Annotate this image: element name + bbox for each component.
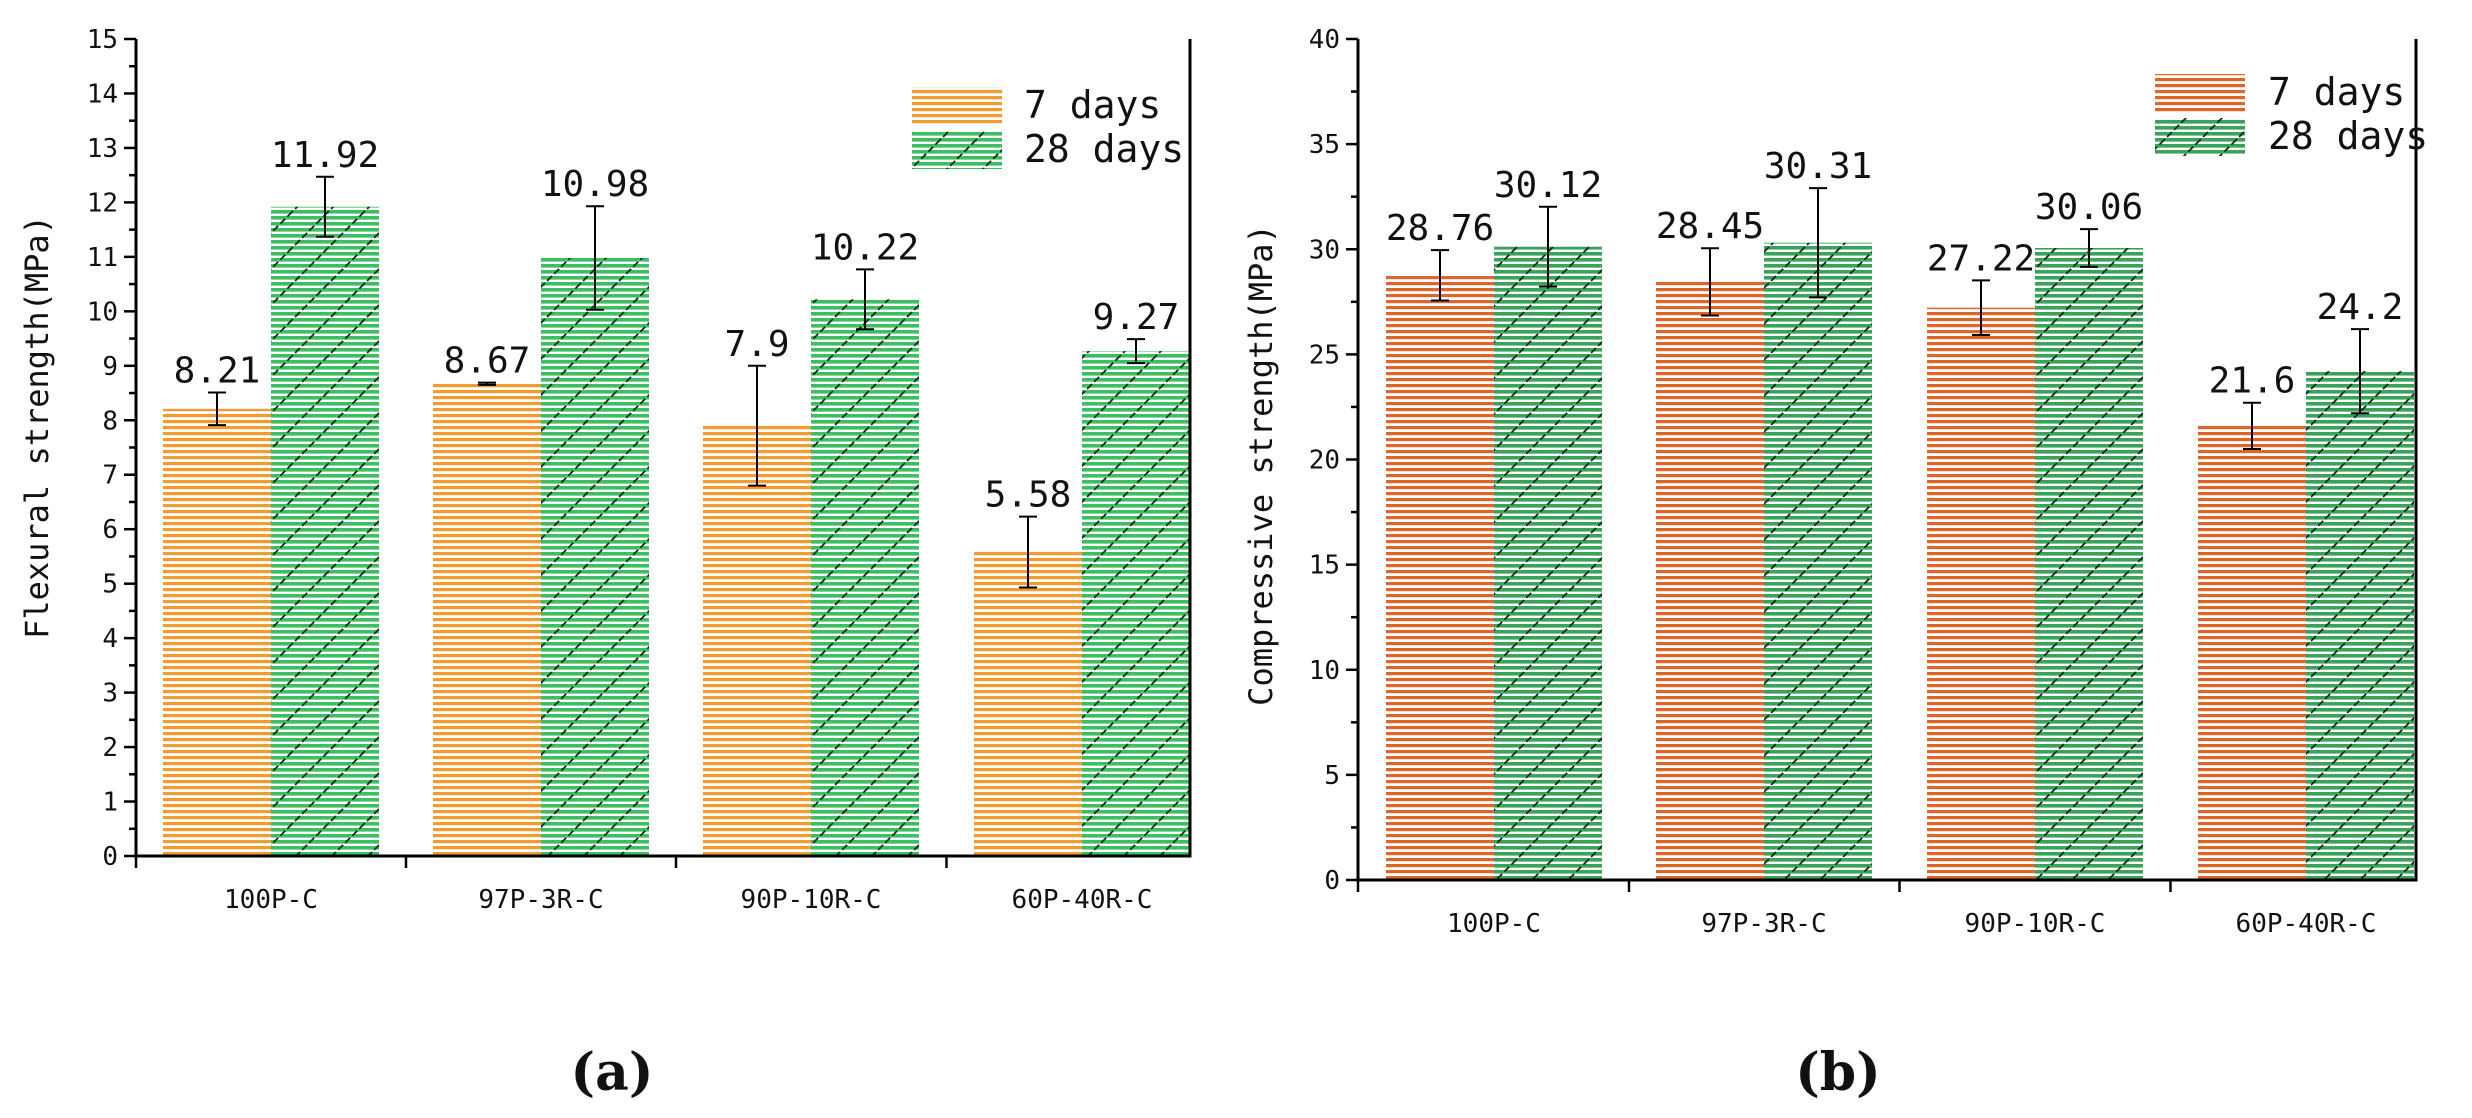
y-tick-label: 1 — [102, 788, 118, 818]
error-bar-28-days-97P-3R-C — [1809, 187, 1827, 299]
y-tick-label: 13 — [87, 134, 118, 164]
y-tick-label: 6 — [102, 515, 118, 545]
data-label-7-days-100P-C: 8.21 — [174, 350, 261, 391]
x-category-label: 97P-3R-C — [1701, 909, 1826, 939]
x-category-label: 97P-3R-C — [478, 885, 603, 915]
y-tick-label: 8 — [102, 406, 118, 436]
panel-b-compressive-strength-chart: 28.76 28.45 27.22 21.6 30.12 30.31 30.06 24.2 0 5… — [1242, 25, 2428, 1103]
y-tick-label: 5 — [102, 570, 118, 600]
legend-swatch-7-days — [2155, 74, 2245, 112]
y-tick-label: 10 — [87, 297, 118, 327]
error-bar-28-days-60P-40R-C — [2351, 328, 2369, 415]
error-bar-7-days-100P-C — [1431, 249, 1449, 302]
data-label-7-days-97P-3R-C: 28.45 — [1656, 206, 1764, 247]
data-label-28-days-90P-10R-C: 30.06 — [2035, 187, 2143, 228]
data-label-28-days-60P-40R-C: 9.27 — [1093, 297, 1180, 338]
data-label-28-days-60P-40R-C: 24.2 — [2317, 287, 2404, 328]
bar-28-days-100P-C — [1494, 246, 1602, 881]
x-category-label: 90P-10R-C — [1965, 909, 2106, 939]
bar-28-days-100P-C — [271, 206, 379, 857]
y-tick-label: 9 — [102, 352, 118, 382]
y-tick-label: 11 — [87, 243, 118, 273]
panel-b-y-axis-title: Compressive strength(MPa) — [1242, 224, 1280, 706]
data-label-7-days-60P-40R-C: 5.58 — [985, 475, 1072, 516]
bar-7-days-60P-40R-C — [974, 552, 1082, 856]
error-bar-28-days-60P-40R-C — [1127, 338, 1145, 365]
error-bar-28-days-90P-10R-C — [856, 268, 874, 331]
legend-swatch-28-days — [2155, 118, 2245, 156]
panel-a-y-axis-title: Flexural strength(MPa) — [18, 215, 56, 639]
data-label-7-days-60P-40R-C: 21.6 — [2209, 361, 2296, 402]
error-bar-28-days-97P-3R-C — [586, 205, 604, 311]
data-label-28-days-97P-3R-C: 10.98 — [541, 164, 649, 205]
y-tick-label: 25 — [1309, 340, 1340, 370]
bar-28-days-60P-40R-C — [1082, 351, 1190, 856]
panel-b-plot-area: 28.76 28.45 27.22 21.6 30.12 30.31 30.06 24.2 0 5… — [1309, 25, 2428, 939]
y-tick-label: 30 — [1309, 235, 1340, 265]
y-tick-label: 7 — [102, 461, 118, 491]
error-bar-7-days-90P-10R-C — [1972, 279, 1990, 337]
bar-7-days-90P-10R-C — [1927, 307, 2035, 881]
y-tick-label: 10 — [1309, 656, 1340, 686]
y-tick-label: 14 — [87, 79, 118, 109]
data-label-7-days-90P-10R-C: 7.9 — [724, 324, 789, 365]
data-label-7-days-100P-C: 28.76 — [1386, 208, 1494, 249]
data-label-28-days-100P-C: 11.92 — [271, 135, 379, 176]
bar-7-days-60P-40R-C — [2198, 425, 2306, 880]
data-label-7-days-97P-3R-C: 8.67 — [444, 341, 531, 382]
error-bar-7-days-60P-40R-C — [2243, 401, 2261, 450]
x-category-label: 90P-10R-C — [741, 885, 882, 915]
legend-label-28-days: 28 days — [2268, 114, 2428, 158]
panel-a-plot-area: 8.21 8.67 7.95.5811.9210.9810.229.27012345… — [87, 25, 1192, 915]
error-bar-28-days-100P-C — [316, 175, 334, 238]
data-label-28-days-97P-3R-C: 30.31 — [1764, 146, 1872, 187]
bar-7-days-97P-3R-C — [1656, 281, 1764, 880]
error-bar-7-days-97P-3R-C — [478, 381, 496, 386]
data-label-28-days-90P-10R-C: 10.22 — [811, 227, 919, 268]
y-tick-label: 40 — [1309, 25, 1340, 55]
legend-swatch-7-days — [912, 87, 1002, 125]
legend-swatch-28-days — [912, 131, 1002, 169]
data-label-28-days-100P-C: 30.12 — [1494, 165, 1602, 206]
error-bar-28-days-100P-C — [1539, 205, 1557, 288]
y-tick-label: 2 — [102, 733, 118, 763]
bar-7-days-97P-3R-C — [433, 383, 541, 856]
bar-7-days-100P-C — [1386, 275, 1494, 880]
bar-28-days-97P-3R-C — [541, 257, 649, 856]
y-tick-label: 12 — [87, 188, 118, 218]
x-category-label: 60P-40R-C — [1012, 885, 1153, 915]
y-tick-label: 20 — [1309, 446, 1340, 476]
x-category-label: 60P-40R-C — [2236, 909, 2377, 939]
y-tick-label: 15 — [1309, 551, 1340, 581]
y-tick-label: 15 — [87, 25, 118, 55]
panel-a-flexural-strength-chart: 8.21 8.67 7.95.5811.9210.9810.229.27012345… — [18, 25, 1192, 1103]
x-category-label: 100P-C — [1447, 909, 1541, 939]
x-category-label: 100P-C — [224, 885, 318, 915]
legend-label-7-days: 7 days — [1024, 83, 1161, 127]
error-bar-7-days-100P-C — [208, 391, 226, 427]
bar-28-days-90P-10R-C — [2035, 247, 2143, 880]
bar-28-days-60P-40R-C — [2306, 371, 2414, 880]
y-tick-label: 5 — [1324, 761, 1340, 791]
panel-b-label: (b) — [1795, 1042, 1881, 1103]
bar-28-days-90P-10R-C — [811, 299, 919, 856]
error-bar-7-days-60P-40R-C — [1019, 515, 1037, 589]
bar-28-days-97P-3R-C — [1764, 242, 1872, 881]
error-bar-7-days-97P-3R-C — [1701, 247, 1719, 317]
y-tick-label: 3 — [102, 679, 118, 709]
y-tick-label: 0 — [1324, 866, 1340, 896]
panel-a-label: (a) — [571, 1042, 654, 1103]
legend-label-7-days: 7 days — [2268, 70, 2405, 114]
bar-7-days-100P-C — [163, 408, 271, 856]
error-bar-28-days-90P-10R-C — [2080, 228, 2098, 268]
y-tick-label: 35 — [1309, 130, 1340, 160]
y-tick-label: 4 — [102, 624, 118, 654]
data-label-7-days-90P-10R-C: 27.22 — [1927, 238, 2035, 279]
error-bar-7-days-90P-10R-C — [748, 364, 766, 487]
legend-label-28-days: 28 days — [1024, 127, 1184, 171]
bar-7-days-90P-10R-C — [703, 425, 811, 856]
y-tick-label: 0 — [102, 842, 118, 872]
